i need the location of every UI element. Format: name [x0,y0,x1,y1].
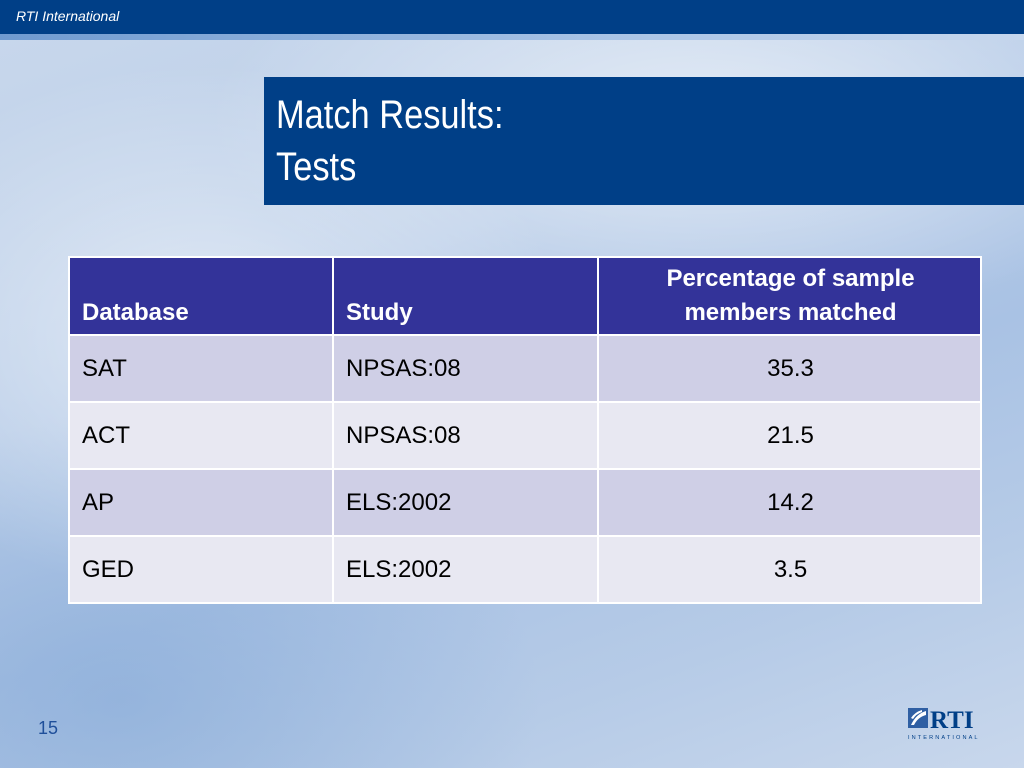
top-banner: RTI International [0,0,1024,34]
cell-percentage: 14.2 [597,468,982,537]
cell-percentage: 35.3 [597,334,982,403]
table-header-row: Database Study Percentage of sample memb… [68,256,982,336]
cell-database: SAT [68,334,334,403]
logo-subtext: INTERNATIONAL [908,735,980,741]
org-name: RTI International [16,8,120,24]
table-row: AP ELS:2002 14.2 [68,468,982,537]
cell-database: ACT [68,401,334,470]
cell-study: ELS:2002 [332,468,599,537]
column-header-database: Database [68,256,334,336]
rti-logo-icon: RTI INTERNATIONAL [908,707,980,741]
banner-underline [0,34,1024,40]
table-row: SAT NPSAS:08 35.3 [68,334,982,403]
cell-study: ELS:2002 [332,535,599,604]
column-header-study: Study [332,256,599,336]
slide-title-box: Match Results: Tests [264,77,1024,205]
slide-title-line-1: Match Results: [276,93,504,137]
cell-study: NPSAS:08 [332,334,599,403]
cell-database: GED [68,535,334,604]
cell-database: AP [68,468,334,537]
table-row: ACT NPSAS:08 21.5 [68,401,982,470]
slide-title-line-2: Tests [276,145,357,189]
cell-study: NPSAS:08 [332,401,599,470]
logo-wordmark: RTI [930,707,974,734]
page-number: 15 [38,718,59,738]
column-header-percentage: Percentage of sample members matched [597,256,982,336]
cell-percentage: 3.5 [597,535,982,604]
match-results-table: Database Study Percentage of sample memb… [68,256,982,604]
table-row: GED ELS:2002 3.5 [68,535,982,604]
cell-percentage: 21.5 [597,401,982,470]
